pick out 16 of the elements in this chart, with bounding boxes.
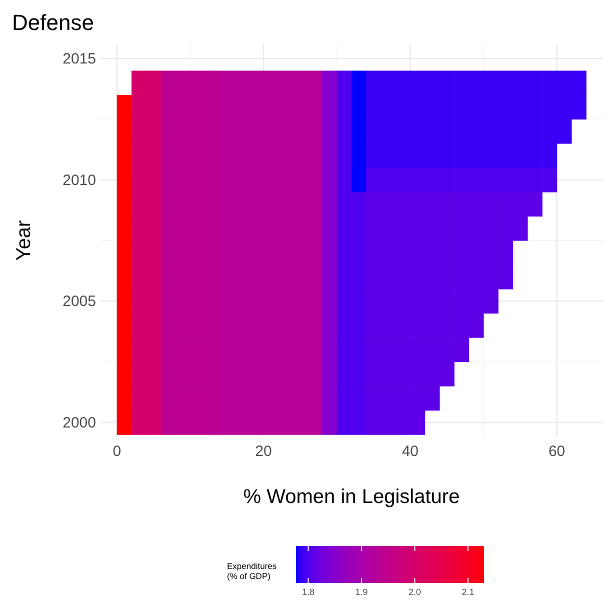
color-bar-label: 1.8 — [302, 587, 315, 597]
x-axis-title: % Women in Legislature — [243, 486, 460, 508]
chart-title: Defense — [12, 10, 94, 35]
y-tick-label: 2005 — [62, 293, 96, 310]
color-bar-label: 1.9 — [355, 587, 368, 597]
y-tick-label: 2010 — [62, 172, 96, 189]
y-tick-label: 2000 — [62, 414, 96, 432]
y-axis-title: Year — [13, 220, 35, 261]
y-tick-label: 2015 — [62, 50, 96, 68]
color-bar-label: 2.1 — [462, 587, 474, 597]
x-tick-label: 60 — [548, 443, 566, 460]
color-bar-title: Expenditures (% of GDP) — [227, 561, 277, 581]
x-tick-label: 20 — [255, 443, 272, 460]
x-tick-label: 0 — [112, 443, 122, 460]
x-tick-label: 40 — [402, 443, 419, 460]
color-bar-label: 2.0 — [408, 587, 422, 597]
